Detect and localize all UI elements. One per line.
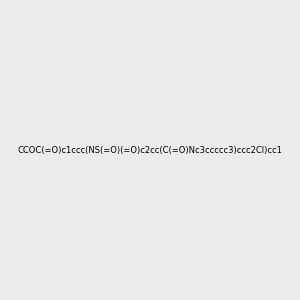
Text: CCOC(=O)c1ccc(NS(=O)(=O)c2cc(C(=O)Nc3ccccc3)ccc2Cl)cc1: CCOC(=O)c1ccc(NS(=O)(=O)c2cc(C(=O)Nc3ccc…	[18, 146, 282, 154]
